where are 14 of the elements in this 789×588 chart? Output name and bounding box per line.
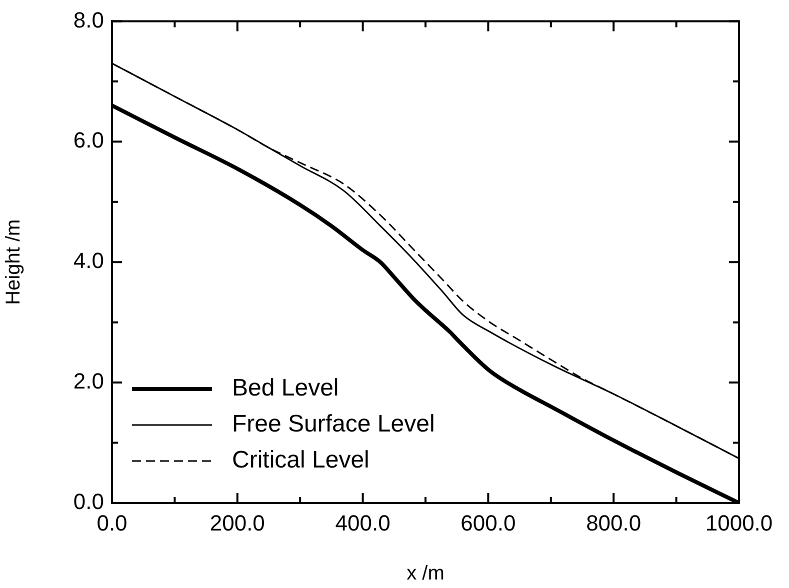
legend-label: Critical Level xyxy=(232,446,370,474)
x-tick-label: 600.0 xyxy=(460,510,516,536)
y-tick-label: 8.0 xyxy=(73,7,104,32)
y-tick-label: 2.0 xyxy=(73,368,104,394)
legend-label: Free Surface Level xyxy=(232,410,435,438)
y-axis-title: Height /m xyxy=(2,219,25,305)
x-tick-label: 800.0 xyxy=(586,510,642,536)
y-tick-label: 4.0 xyxy=(73,248,104,274)
x-tick-label: 400.0 xyxy=(335,510,390,536)
x-tick-label: 200.0 xyxy=(210,510,265,536)
y-tick-label: 6.0 xyxy=(73,128,104,153)
x-axis-title: x /m xyxy=(406,562,444,585)
legend-label: Bed Level xyxy=(232,374,339,402)
x-tick-label: 1000.0 xyxy=(705,510,773,536)
